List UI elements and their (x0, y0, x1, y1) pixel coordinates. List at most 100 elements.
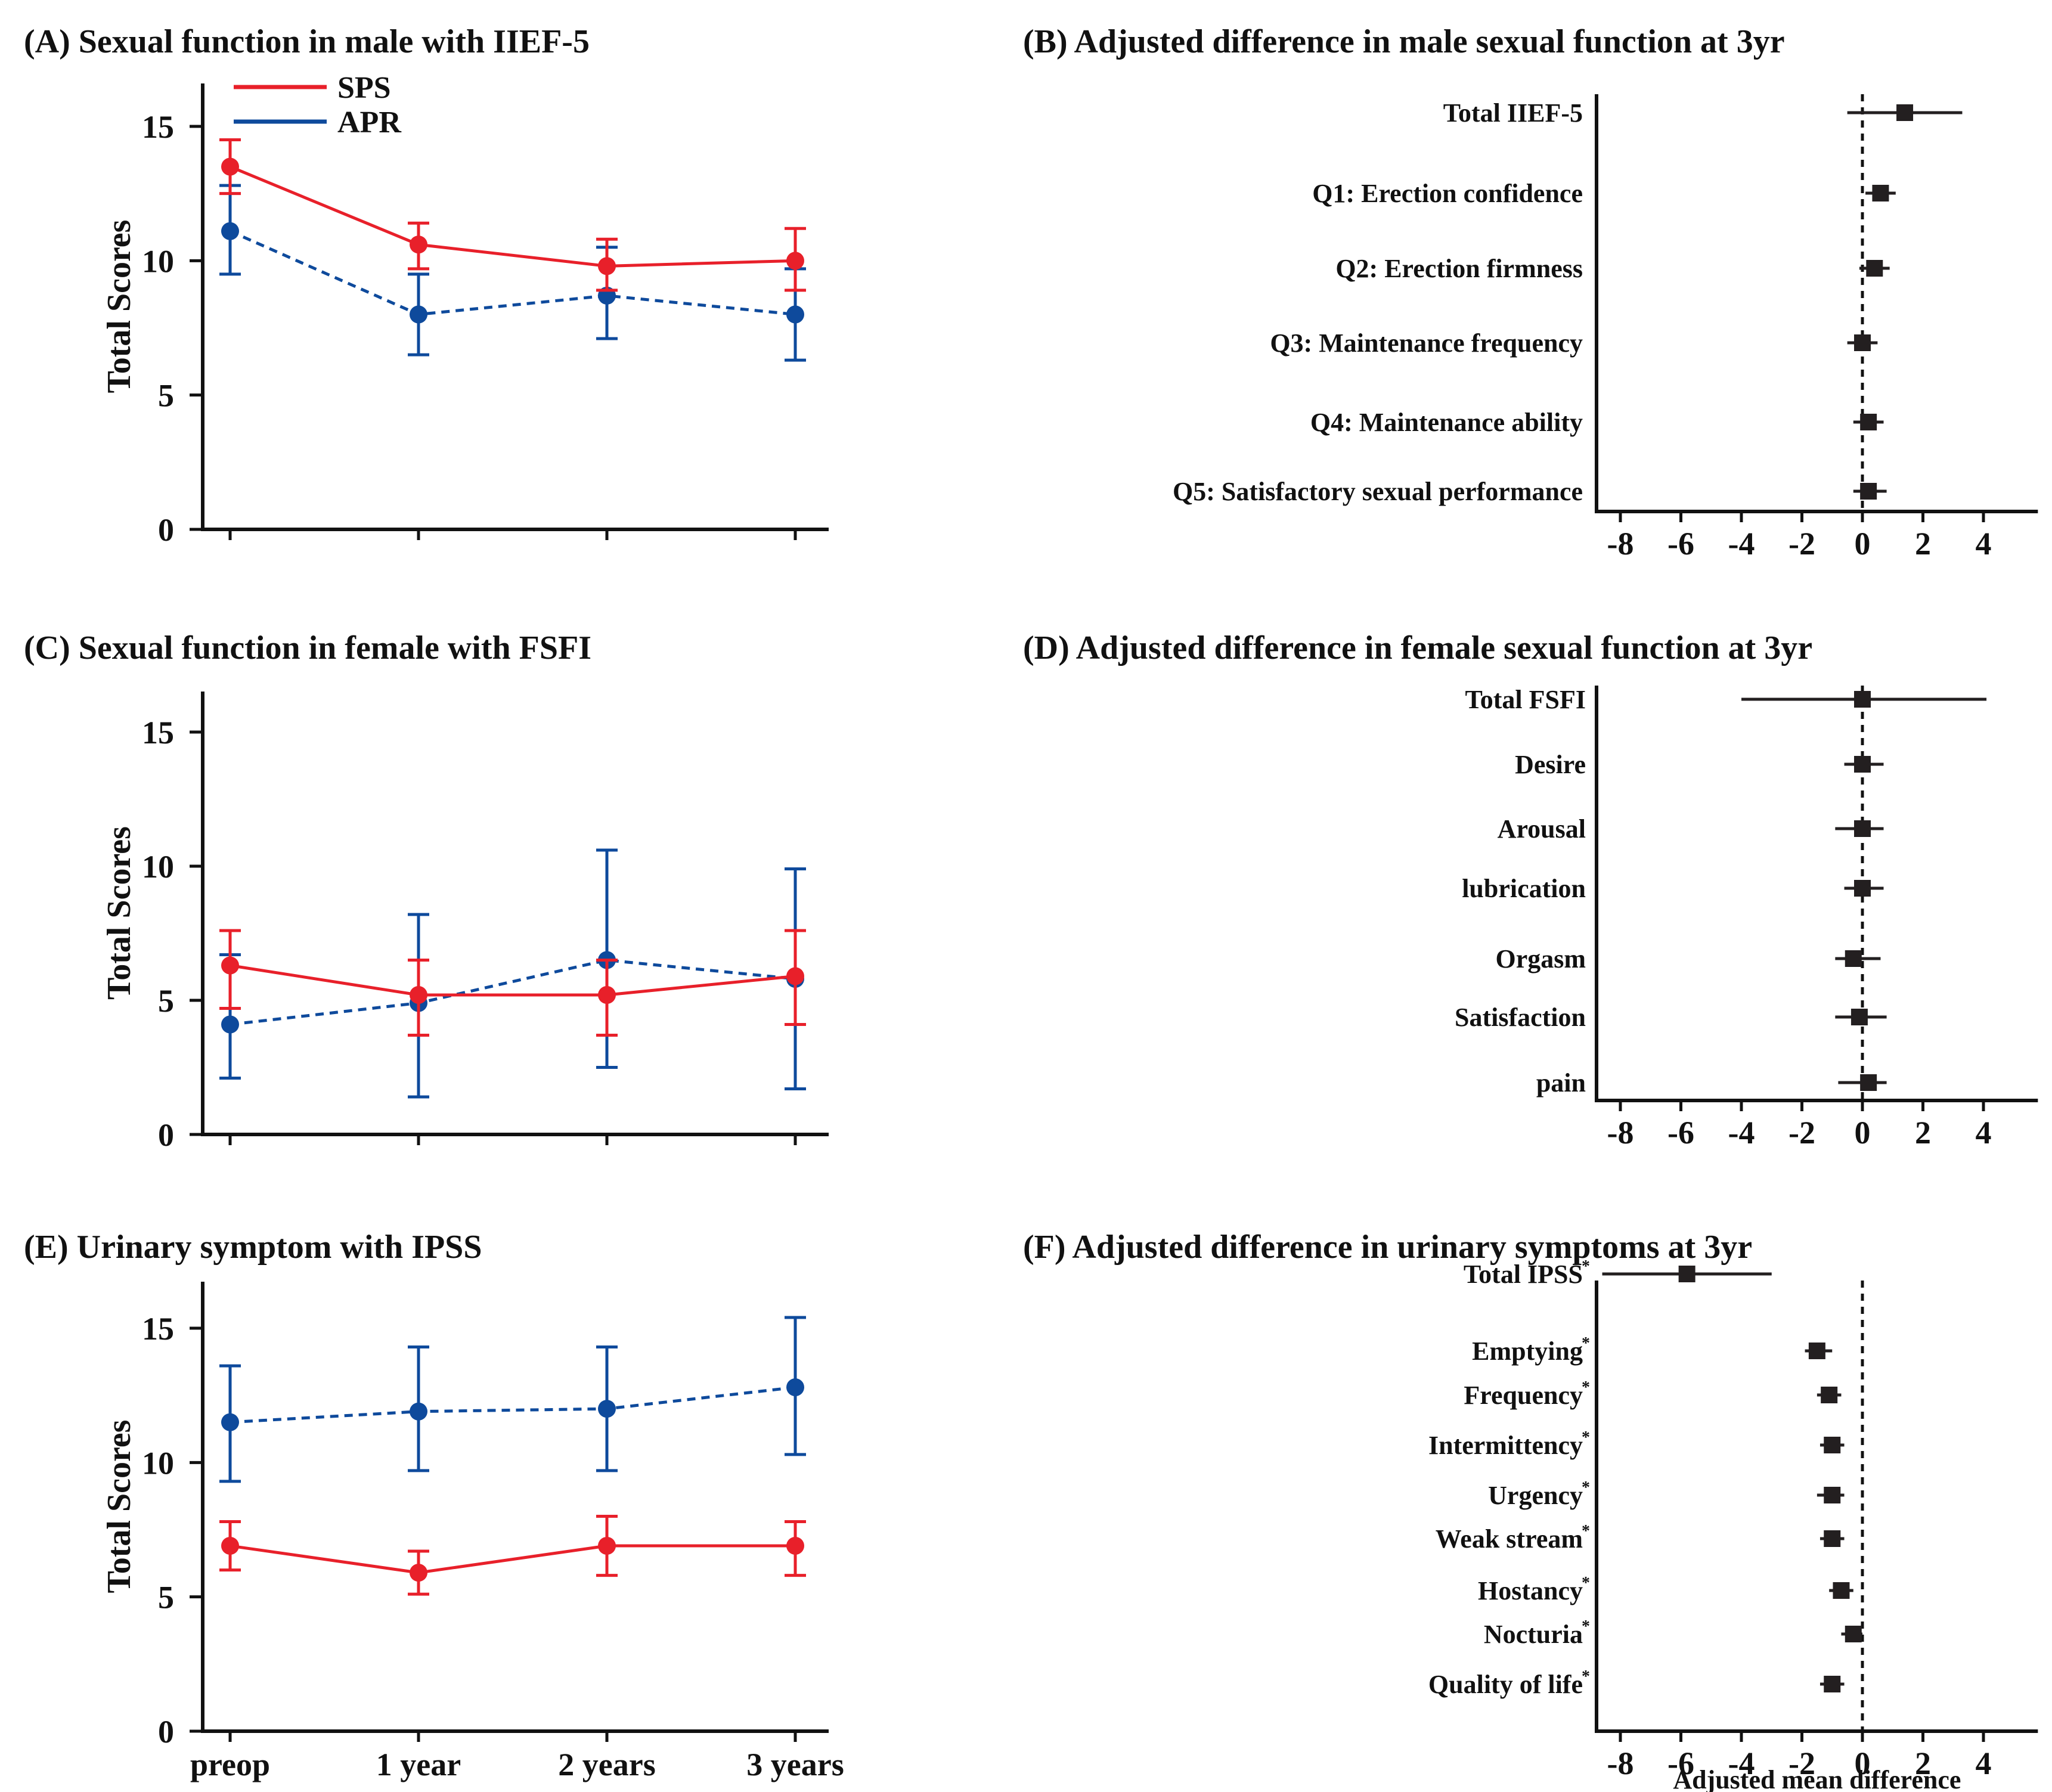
forest-row: Q1: Erection confidence (1312, 179, 1896, 208)
x-tick-label: -2 (1788, 1115, 1815, 1151)
data-point (598, 1400, 616, 1418)
panel-title: (D) Adjusted difference in female sexual… (1023, 630, 1812, 666)
panel-d: (D) Adjusted difference in female sexual… (1023, 630, 2038, 1151)
panel-title: (C) Sexual function in female with FSFI (24, 630, 591, 666)
x-tick-label: -2 (1788, 1746, 1815, 1781)
forest-row: Orgasm (1495, 944, 1881, 973)
data-point (598, 257, 616, 275)
x-tick-label: 4 (1976, 1115, 1992, 1151)
estimate-marker (1824, 1487, 1841, 1503)
estimate-marker (1860, 1074, 1877, 1091)
row-label: Satisfaction (1455, 1003, 1586, 1032)
panel-a: (A) Sexual function in male with IIEF-5 0… (24, 23, 829, 548)
row-label: Orgasm (1495, 944, 1586, 973)
series-line (230, 165, 796, 268)
row-label: Urgency (1488, 1481, 1583, 1510)
row-label: Total IIEF-5 (1443, 98, 1583, 128)
estimate-marker (1860, 483, 1877, 500)
estimate-marker (1821, 1387, 1838, 1403)
x-tick-label: -8 (1607, 1746, 1634, 1781)
x-tick-label: 3 years (746, 1747, 844, 1782)
significance-star: * (1582, 1428, 1590, 1447)
estimate-marker (1854, 691, 1871, 708)
y-tick-label: 15 (142, 1311, 174, 1347)
row-label: Hostancy (1478, 1576, 1583, 1605)
estimate-marker (1850, 1009, 1868, 1025)
y-axis-title: Total Scores (101, 220, 138, 393)
row-label: Q3: Maintenance frequency (1270, 328, 1583, 358)
estimate-marker (1845, 950, 1862, 967)
significance-star: * (1582, 1667, 1590, 1686)
data-point (410, 235, 427, 254)
x-tick-label: 2 (1915, 1115, 1931, 1151)
data-point (221, 956, 239, 975)
estimate-marker (1854, 880, 1871, 897)
legend-label: SPS (337, 71, 391, 105)
y-tick-label: 10 (142, 849, 174, 885)
data-point (221, 1537, 239, 1555)
series-line (230, 964, 796, 997)
forest-row: Nocturia* (1484, 1617, 1862, 1649)
y-tick-label: 15 (142, 109, 174, 145)
x-tick-label: -8 (1607, 1115, 1634, 1151)
estimate-marker (1833, 1582, 1850, 1599)
forest-row: Total IIEF-5 (1443, 98, 1963, 128)
data-point (410, 305, 427, 324)
series-sps (219, 138, 806, 292)
forest-row: Desire (1515, 750, 1884, 779)
significance-star: * (1582, 1378, 1590, 1397)
data-point (786, 1378, 804, 1397)
series-apr (219, 848, 806, 1099)
panel-title: (A) Sexual function in male with IIEF-5 (24, 23, 590, 60)
forest-row: Q3: Maintenance frequency (1270, 328, 1878, 358)
series-apr (219, 184, 806, 362)
data-point (410, 986, 427, 1004)
estimate-marker (1854, 334, 1871, 351)
x-tick-label: 1 year (376, 1747, 461, 1782)
forest-row: pain (1536, 1068, 1887, 1097)
panel-b: (B) Adjusted difference in male sexual f… (1023, 23, 2038, 562)
y-tick-label: 0 (158, 1117, 174, 1153)
estimate-marker (1678, 1266, 1695, 1282)
x-tick-label: -6 (1667, 1746, 1694, 1781)
y-tick-label: 0 (158, 512, 174, 548)
estimate-marker (1824, 1676, 1841, 1692)
y-axis-title: Total Scores (101, 1420, 138, 1593)
data-point (221, 222, 239, 240)
x-tick-label: 2 years (558, 1747, 655, 1782)
forest-row: Weak stream* (1436, 1522, 1845, 1554)
x-tick-label: 2 (1915, 526, 1931, 562)
significance-star: * (1582, 1617, 1590, 1636)
y-tick-label: 5 (158, 983, 174, 1019)
significance-star: * (1582, 1522, 1590, 1540)
series-sps (219, 1514, 806, 1596)
forest-row: Satisfaction (1455, 1003, 1887, 1032)
x-axis-title: Adjusted mean difference (1673, 1765, 1961, 1792)
panel-c: (C) Sexual function in female with FSFI 0… (24, 630, 829, 1153)
significance-star: * (1582, 1257, 1590, 1276)
row-label: Weak stream (1436, 1524, 1583, 1554)
forest-row: Total IPSS* (1464, 1257, 1772, 1289)
row-label: lubrication (1462, 874, 1586, 903)
row-label: Quality of life (1428, 1670, 1583, 1699)
forest-row: Total FSFI (1465, 685, 1987, 714)
forest-row: Intermittency* (1428, 1428, 1845, 1460)
panel-f: (F) Adjusted difference in urinary sympt… (1023, 1229, 2038, 1792)
estimate-marker (1860, 414, 1877, 430)
panel-title: (E) Urinary symptom with IPSS (24, 1229, 482, 1266)
row-label: Frequency (1464, 1381, 1583, 1410)
data-point (598, 1537, 616, 1555)
significance-star: * (1582, 1334, 1590, 1353)
x-tick-label: 0 (1855, 526, 1871, 562)
data-point (410, 1564, 427, 1582)
row-label: Desire (1515, 750, 1586, 779)
y-tick-label: 10 (142, 243, 174, 279)
significance-star: * (1582, 1574, 1590, 1592)
x-tick-label: -8 (1607, 526, 1634, 562)
row-label: Arousal (1498, 814, 1586, 844)
estimate-marker (1854, 820, 1871, 837)
row-label: Q2: Erection firmness (1335, 254, 1583, 283)
data-point (786, 967, 804, 985)
forest-row: Emptying* (1472, 1334, 1833, 1366)
